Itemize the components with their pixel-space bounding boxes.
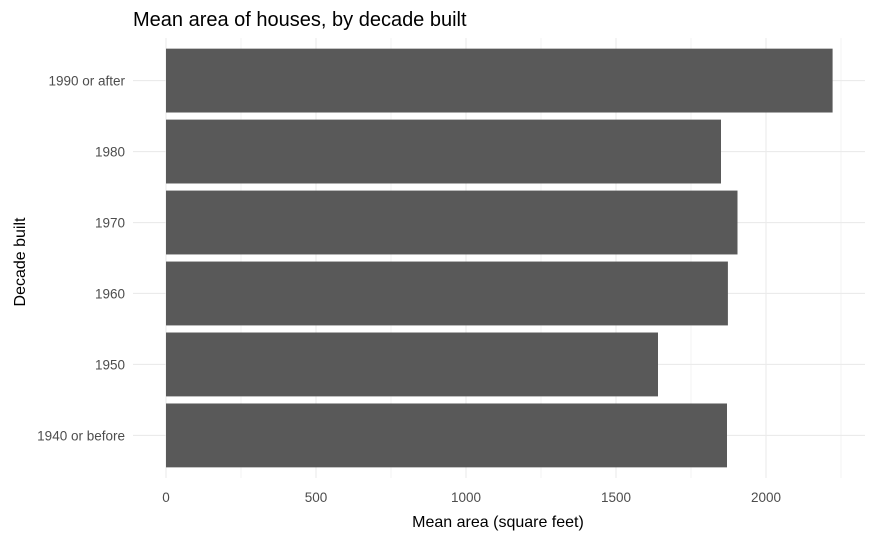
y-tick-label: 1970: [95, 216, 125, 231]
y-tick-label: 1990 or after: [48, 74, 125, 89]
chart-title: Mean area of houses, by decade built: [133, 9, 467, 31]
bars: [166, 48, 833, 468]
bar-1970: [166, 190, 738, 255]
y-tick-labels: 1940 or before 1950 1960 1970 1980 1990 or af…: [37, 74, 125, 444]
bar-1960: [166, 261, 728, 326]
x-axis-title: Mean area (square feet): [412, 514, 584, 531]
bar-1990-or-after: [166, 48, 833, 113]
bar-1950: [166, 332, 658, 397]
x-tick-label: 1500: [601, 490, 631, 505]
x-tick-labels: 0 500 1000 1500 2000: [162, 490, 781, 505]
bar-1940-or-before: [166, 403, 727, 468]
bar-1980: [166, 119, 721, 184]
x-tick-label: 2000: [751, 490, 781, 505]
y-axis-title: Decade built: [12, 217, 29, 307]
y-tick-label: 1950: [95, 357, 125, 372]
y-tick-label: 1960: [95, 286, 125, 301]
y-tick-label: 1940 or before: [37, 428, 125, 443]
x-tick-label: 500: [305, 490, 328, 505]
x-tick-label: 0: [162, 490, 170, 505]
x-tick-label: 1000: [451, 490, 481, 505]
y-tick-label: 1980: [95, 145, 125, 160]
